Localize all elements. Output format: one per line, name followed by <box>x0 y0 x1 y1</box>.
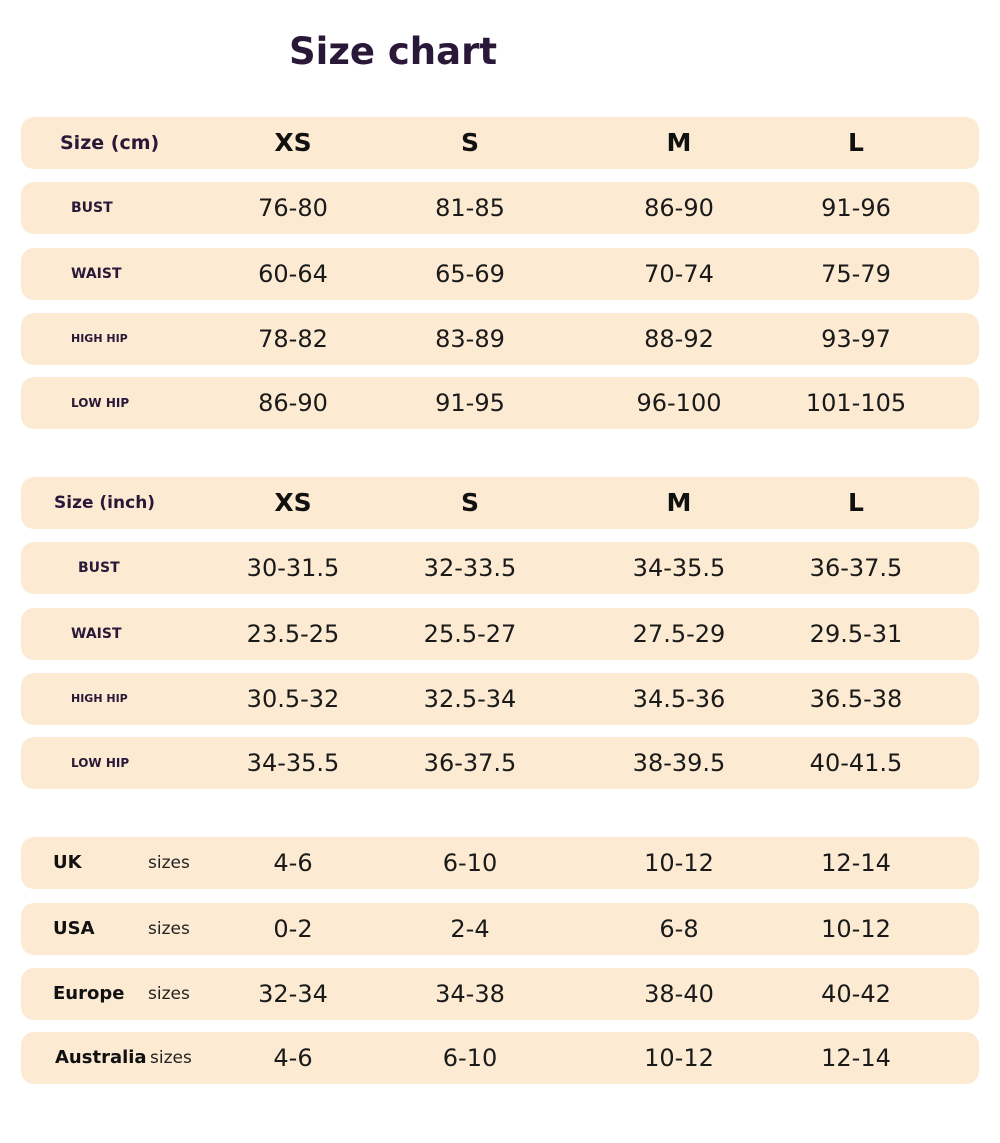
row-value: 30.5-32 <box>246 685 340 713</box>
row-value: 36-37.5 <box>809 554 903 582</box>
international-size-row: Europe sizes 32-34 34-38 38-40 40-42 <box>21 968 979 1020</box>
row-value: 36-37.5 <box>423 749 517 777</box>
row-value: 27.5-29 <box>632 620 726 648</box>
row-label: HIGH HIP <box>71 692 128 705</box>
row-value: 32-33.5 <box>423 554 517 582</box>
sizes-label: sizes <box>148 919 190 939</box>
table-row: HIGH HIP 30.5-32 32.5-34 34.5-36 36.5-38 <box>21 673 979 725</box>
row-value: 32.5-34 <box>423 685 517 713</box>
row-value: 76-80 <box>258 194 328 222</box>
row-label: BUST <box>71 200 113 216</box>
column-header-s: S <box>460 128 479 157</box>
row-value: 4-6 <box>273 1044 313 1072</box>
international-size-row: USA sizes 0-2 2-4 6-8 10-12 <box>21 903 979 955</box>
row-value: 101-105 <box>805 389 907 417</box>
row-value: 88-92 <box>644 325 714 353</box>
row-value: 83-89 <box>435 325 505 353</box>
row-label: LOW HIP <box>71 396 130 410</box>
row-value: 30-31.5 <box>246 554 340 582</box>
column-header-l: L <box>848 128 864 157</box>
column-header-m: M <box>666 488 692 517</box>
row-value: 12-14 <box>821 1044 891 1072</box>
row-label: LOW HIP <box>71 756 130 770</box>
row-label: BUST <box>78 560 120 576</box>
column-header-m: M <box>666 128 692 157</box>
row-value: 10-12 <box>821 915 891 943</box>
row-value: 78-82 <box>258 325 328 353</box>
row-value: 6-10 <box>442 1044 498 1072</box>
row-label: WAIST <box>71 266 122 282</box>
row-value: 34.5-36 <box>632 685 726 713</box>
table-row: LOW HIP 34-35.5 36-37.5 38-39.5 40-41.5 <box>21 737 979 789</box>
region-label: Australia <box>55 1047 147 1068</box>
row-value: 81-85 <box>435 194 505 222</box>
row-value: 34-35.5 <box>632 554 726 582</box>
row-value: 32-34 <box>258 980 328 1008</box>
row-value: 38-39.5 <box>632 749 726 777</box>
row-label: HIGH HIP <box>71 332 128 345</box>
row-value: 34-38 <box>435 980 505 1008</box>
cm-table-header-row: Size (cm) XS S M L <box>21 117 979 169</box>
inch-table-header-row: Size (inch) XS S M L <box>21 477 979 529</box>
region-label: USA <box>53 918 95 939</box>
region-label: Europe <box>53 983 125 1004</box>
row-value: 2-4 <box>450 915 490 943</box>
row-value: 36.5-38 <box>809 685 903 713</box>
row-value: 12-14 <box>821 849 891 877</box>
row-value: 86-90 <box>258 389 328 417</box>
row-value: 25.5-27 <box>423 620 517 648</box>
column-header-s: S <box>460 488 479 517</box>
row-value: 75-79 <box>821 260 891 288</box>
sizes-label: sizes <box>148 853 190 873</box>
table-row: BUST 30-31.5 32-33.5 34-35.5 36-37.5 <box>21 542 979 594</box>
row-value: 40-41.5 <box>809 749 903 777</box>
international-size-row: UK sizes 4-6 6-10 10-12 12-14 <box>21 837 979 889</box>
row-value: 10-12 <box>644 849 714 877</box>
table-row: HIGH HIP 78-82 83-89 88-92 93-97 <box>21 313 979 365</box>
row-value: 6-10 <box>442 849 498 877</box>
table-header-label: Size (cm) <box>60 132 160 154</box>
row-label: WAIST <box>71 626 122 642</box>
sizes-label: sizes <box>148 984 190 1004</box>
table-header-label: Size (inch) <box>54 493 156 513</box>
row-value: 91-95 <box>435 389 505 417</box>
table-row: BUST 76-80 81-85 86-90 91-96 <box>21 182 979 234</box>
table-row: WAIST 60-64 65-69 70-74 75-79 <box>21 248 979 300</box>
sizes-label: sizes <box>150 1048 192 1068</box>
row-value: 91-96 <box>821 194 891 222</box>
row-value: 38-40 <box>644 980 714 1008</box>
row-value: 29.5-31 <box>809 620 903 648</box>
column-header-l: L <box>848 488 864 517</box>
row-value: 0-2 <box>273 915 313 943</box>
table-row: LOW HIP 86-90 91-95 96-100 101-105 <box>21 377 979 429</box>
page-title: Size chart <box>289 30 498 73</box>
column-header-xs: XS <box>274 128 312 157</box>
row-value: 86-90 <box>644 194 714 222</box>
column-header-xs: XS <box>274 488 312 517</box>
table-row: WAIST 23.5-25 25.5-27 27.5-29 29.5-31 <box>21 608 979 660</box>
region-label: UK <box>53 852 82 873</box>
row-value: 70-74 <box>644 260 714 288</box>
row-value: 40-42 <box>821 980 891 1008</box>
row-value: 4-6 <box>273 849 313 877</box>
row-value: 10-12 <box>644 1044 714 1072</box>
row-value: 23.5-25 <box>246 620 340 648</box>
row-value: 96-100 <box>636 389 722 417</box>
row-value: 6-8 <box>659 915 699 943</box>
row-value: 65-69 <box>435 260 505 288</box>
row-value: 34-35.5 <box>246 749 340 777</box>
row-value: 93-97 <box>821 325 891 353</box>
international-size-row: Australia sizes 4-6 6-10 10-12 12-14 <box>21 1032 979 1084</box>
row-value: 60-64 <box>258 260 328 288</box>
